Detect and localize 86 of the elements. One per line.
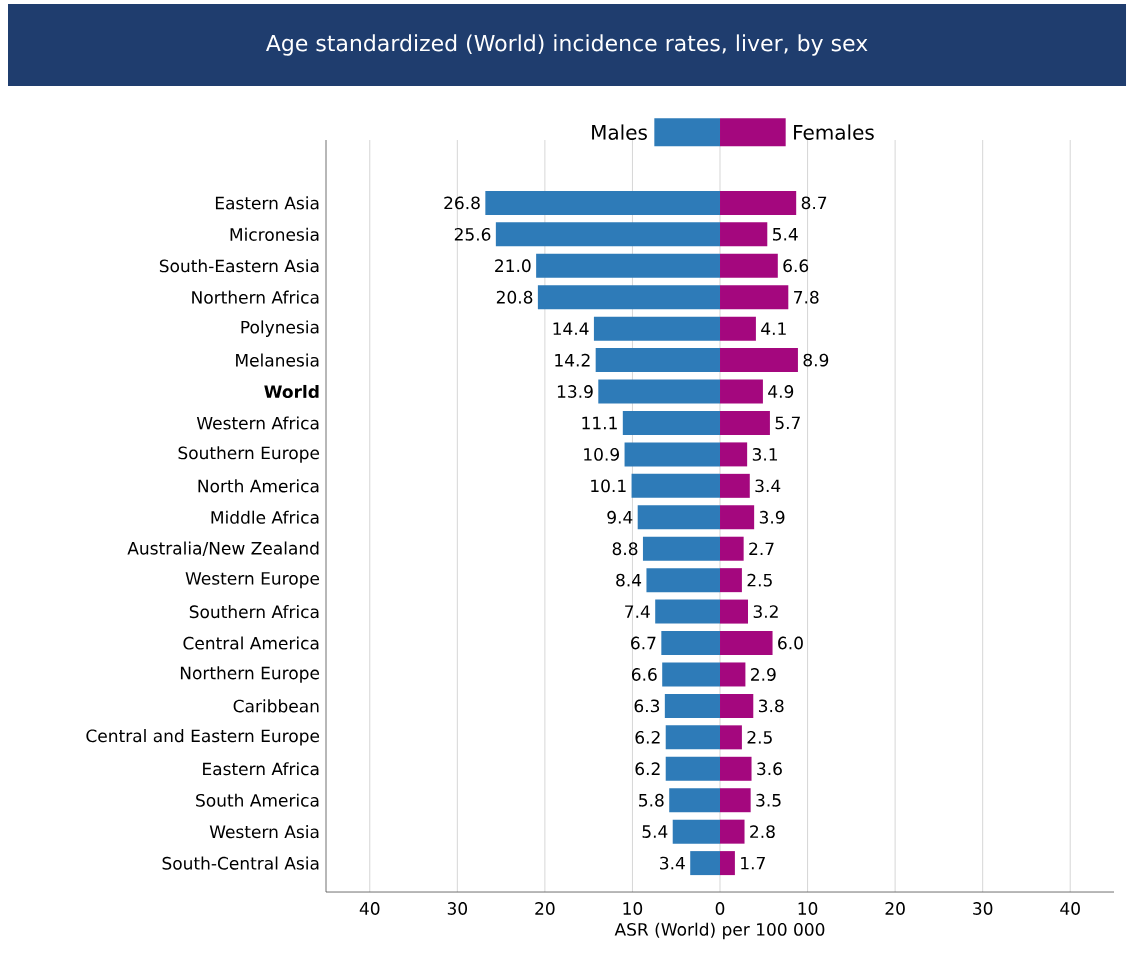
y-tick-label: Eastern Africa <box>203 762 319 776</box>
data-label: 3.1 <box>752 447 778 461</box>
x-tick-label: 20 <box>535 902 555 915</box>
y-tick-label: Polynesia <box>241 320 319 337</box>
data-label: 6.2 <box>635 762 660 776</box>
y-tick-label: Eastern Asia <box>215 196 319 210</box>
data-label: 3.4 <box>755 479 781 493</box>
bar <box>720 442 748 467</box>
y-tick-label: Western Europe <box>185 572 320 589</box>
data-label: 6.7 <box>631 636 656 650</box>
y-tick-label: South-Eastern Asia <box>159 259 319 273</box>
chart-title: Age standardized (World) incidence rates, liver, by sex <box>265 34 868 56</box>
data-label: 21.0 <box>495 259 531 273</box>
y-tick-label: Central America <box>183 636 319 650</box>
y-tick-label: Western Africa <box>196 416 319 430</box>
y-tick-label: Southern Europe <box>178 446 320 463</box>
data-label: 8.9 <box>803 353 829 367</box>
data-label: 3.6 <box>757 762 782 776</box>
bar <box>720 316 756 341</box>
data-label: 2.7 <box>749 542 774 556</box>
data-label: 7.4 <box>625 605 650 618</box>
y-tick-label: Northern Europe <box>180 666 320 683</box>
x-axis-title: ASR (World) per 100 000 <box>614 922 825 940</box>
y-tick-label: Australia/New Zealand <box>127 541 319 556</box>
y-tick-label: Melanesia <box>236 353 319 367</box>
data-label: 8.7 <box>801 196 827 210</box>
data-label: 6.3 <box>634 699 660 713</box>
data-label: 4.1 <box>761 322 786 335</box>
data-label: 5.4 <box>773 228 798 241</box>
data-label: 2.5 <box>747 730 772 744</box>
data-label: 2.9 <box>751 668 776 681</box>
bar <box>720 568 742 593</box>
y-tick-label: Middle Africa <box>211 510 319 524</box>
data-label: 10.9 <box>584 447 619 461</box>
data-label: 6.0 <box>778 636 803 650</box>
data-label: 3.8 <box>758 699 784 713</box>
data-label: 4.9 <box>768 385 794 398</box>
y-tick-label: Northern Africa <box>192 290 319 304</box>
data-label: 7.8 <box>794 290 819 304</box>
bar <box>720 253 778 278</box>
data-label: 26.8 <box>444 196 480 210</box>
x-tick-label: 20 <box>885 902 905 915</box>
data-label: 2.5 <box>747 573 772 587</box>
y-tick-label: Western Asia <box>209 825 319 839</box>
data-label: 8.8 <box>612 542 638 556</box>
y-tick-label: Central and Eastern Europe <box>86 729 320 746</box>
y-tick-label: Southern Africa <box>189 605 319 619</box>
y-tick-label: South-Central Asia <box>162 856 319 870</box>
data-label: 3.9 <box>759 510 785 524</box>
x-tick-label: 10 <box>623 902 643 915</box>
data-label: 6.6 <box>783 259 809 273</box>
data-label: 25.6 <box>454 227 491 241</box>
data-label: 8.4 <box>616 573 642 587</box>
x-tick-label: 0 <box>715 902 725 915</box>
data-label: 9.4 <box>607 510 633 524</box>
data-label: 1.7 <box>741 856 765 870</box>
data-label: 6.2 <box>635 730 660 744</box>
data-label: 11.1 <box>582 416 617 430</box>
data-label: 5.4 <box>642 825 668 838</box>
bar <box>720 222 768 247</box>
y-tick-label: World <box>264 384 319 399</box>
data-label: 10.1 <box>591 479 626 493</box>
y-tick-label: Micronesia <box>230 227 319 241</box>
data-label: 3.5 <box>756 793 781 807</box>
bar <box>720 190 797 215</box>
data-label: 14.4 <box>553 322 589 335</box>
data-label: 3.2 <box>753 605 778 619</box>
x-tick-label: 30 <box>447 902 468 915</box>
legend-label: Males <box>592 124 647 140</box>
x-tick-label: 10 <box>798 902 818 915</box>
data-label: 20.8 <box>496 290 533 304</box>
data-label: 2.8 <box>750 825 775 839</box>
x-tick-label: 40 <box>359 902 380 915</box>
y-tick-label: North America <box>198 479 319 493</box>
y-tick-label: Caribbean <box>233 699 319 713</box>
data-label: 5.8 <box>639 793 664 807</box>
data-label: 5.7 <box>775 416 800 430</box>
data-label: 14.2 <box>555 353 590 367</box>
data-label: 3.4 <box>660 856 685 870</box>
bar <box>720 536 744 561</box>
x-tick-label: 40 <box>1060 902 1080 915</box>
y-tick-label: South America <box>196 793 319 807</box>
legend-label: Females <box>794 124 874 140</box>
x-tick-label: 30 <box>973 902 993 915</box>
data-label: 13.9 <box>557 385 593 398</box>
data-label: 6.6 <box>631 668 657 681</box>
